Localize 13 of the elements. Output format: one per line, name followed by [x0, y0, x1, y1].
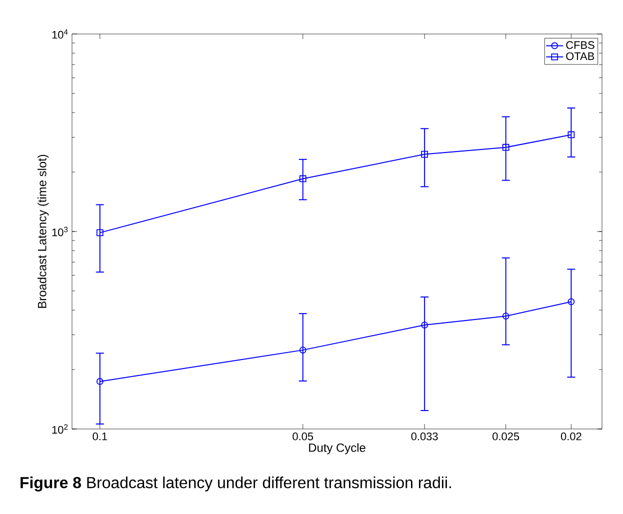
x-tick-label: 0.05	[292, 432, 314, 440]
x-tick-label: 0.033	[411, 432, 438, 440]
x-tick-label: 0.02	[560, 432, 582, 440]
x-tick-label: 0.025	[492, 432, 520, 440]
legend-label: OTAB	[566, 52, 594, 60]
legend-label: CFBS	[566, 41, 594, 49]
x-axis-title: Duty Cycle	[309, 443, 366, 454]
y-tick-label: 10$^{2}$	[52, 424, 68, 434]
y-tick-label: 10$^{3}$	[52, 226, 68, 236]
text: Figure 8 Broadcast latency under different transmission radii.	[20, 476, 451, 492]
y-axis-title: Broadcast Latency (time slot)	[38, 154, 49, 308]
y-tick-label: 10$^{4}$	[52, 29, 68, 39]
x-tick-label: 0.1	[92, 432, 108, 440]
